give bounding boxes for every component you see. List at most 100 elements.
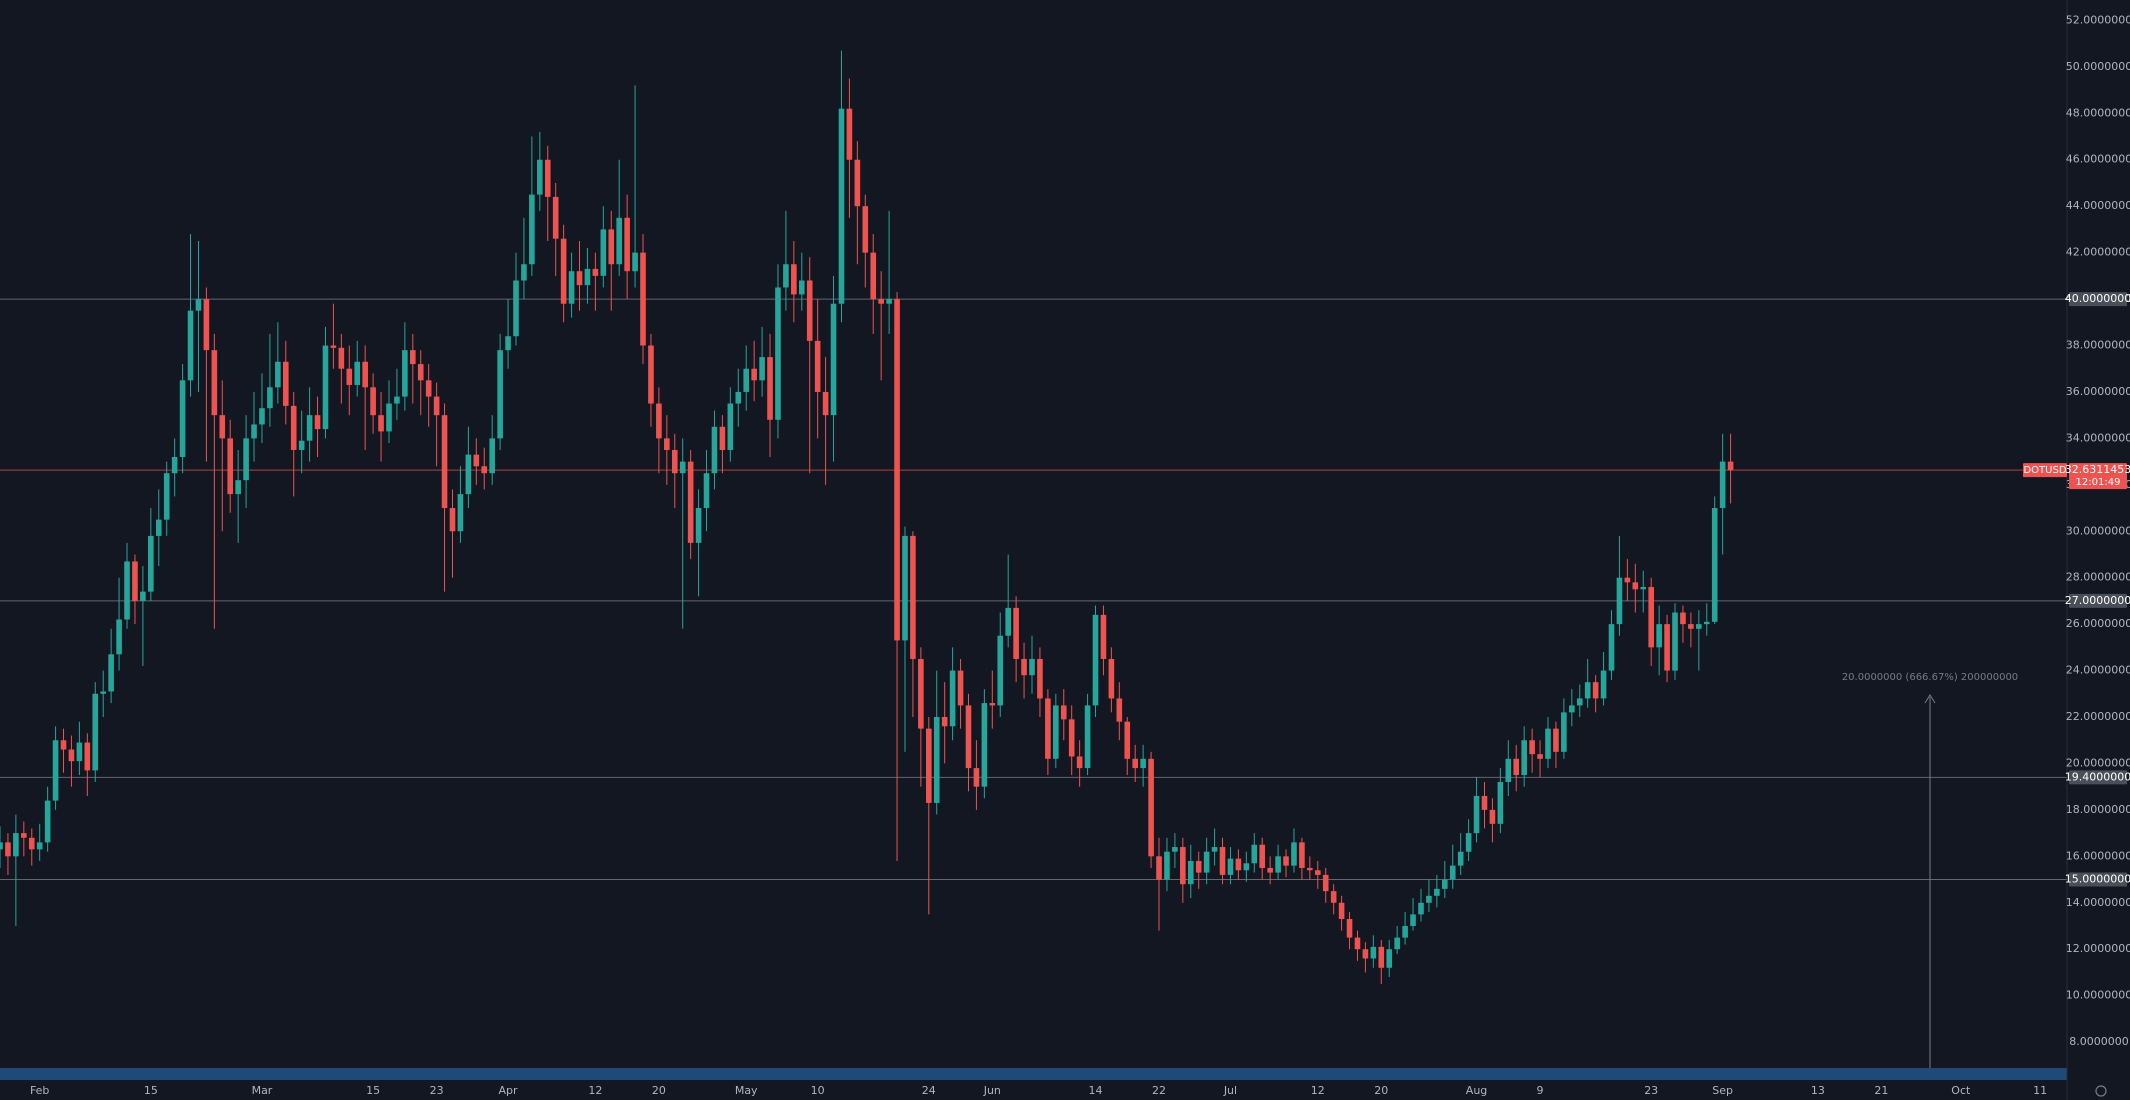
candle-body: [1227, 858, 1234, 875]
candle-body: [1346, 919, 1353, 938]
x-tick-label: 11: [2033, 1084, 2047, 1097]
candle-body: [632, 252, 638, 272]
x-tick-label: 15: [366, 1084, 380, 1097]
candle-body: [394, 396, 400, 404]
candle-body: [926, 728, 932, 803]
candle-body: [560, 238, 567, 304]
candle-body: [918, 658, 924, 729]
candle-body: [1084, 705, 1091, 769]
y-tick-label: 44.0000000: [2066, 199, 2130, 212]
level-label-box: [2069, 292, 2127, 307]
x-tick-label: 9: [1537, 1084, 1544, 1097]
candle-body: [1600, 670, 1607, 699]
candle-body: [417, 364, 424, 381]
candle-body: [981, 703, 988, 787]
candle-body: [1291, 842, 1297, 866]
candle-body: [886, 299, 892, 304]
candle-body: [1426, 895, 1432, 903]
candle-body: [775, 287, 781, 420]
candle-body: [1187, 860, 1194, 885]
candle-body: [910, 535, 916, 659]
candle-body: [338, 347, 345, 369]
y-tick-label: 50.0000000: [2066, 60, 2130, 73]
candle-body: [5, 842, 11, 857]
price-box: [2069, 463, 2127, 490]
candle-body: [1203, 851, 1210, 873]
candle-body: [21, 833, 27, 838]
y-tick-label: 24.0000000: [2066, 664, 2130, 677]
candle-body: [76, 742, 83, 762]
candle-body: [521, 264, 527, 281]
candle-body: [989, 703, 996, 706]
candle-body: [870, 252, 877, 300]
candle-body: [1656, 624, 1662, 648]
x-tick-label: 22: [1152, 1084, 1166, 1097]
candle-body: [1434, 888, 1440, 896]
y-tick-label: 28.0000000: [2066, 571, 2130, 584]
candle-body: [410, 350, 416, 365]
y-tick-label: 22.0000000: [2066, 710, 2130, 723]
candle-body: [1616, 577, 1623, 625]
candle-body: [719, 426, 726, 450]
candle-body: [727, 403, 734, 450]
candle-body: [1092, 614, 1099, 706]
price-axis: Feb 15 Mar 15 23 Apr 12 20 May 10 24 Jun 14 22 Jul 12 20…: [30, 13, 2130, 1097]
candle-body: [941, 717, 948, 727]
candle-body: [1060, 705, 1067, 720]
candle-body: [616, 217, 622, 265]
candle-body: [1640, 586, 1647, 590]
candle-body: [1314, 870, 1321, 875]
candle-body: [671, 449, 678, 474]
candle-body: [0, 842, 3, 850]
y-tick-label: 52.0000000: [2066, 13, 2130, 26]
candle-body: [957, 670, 964, 706]
y-tick-label: 10.0000000: [2066, 989, 2130, 1002]
candle-body: [44, 800, 51, 843]
candle-body: [1362, 949, 1369, 959]
settings-icon[interactable]: [2095, 1085, 2107, 1097]
candle-body: [124, 561, 130, 620]
candle-body: [1235, 858, 1242, 871]
candle-body: [1219, 847, 1226, 875]
y-tick-label: 26.0000000: [2066, 617, 2130, 630]
candle-body: [92, 693, 99, 771]
symbol-label: DOTUSD: [2023, 465, 2066, 476]
candle-body: [648, 345, 654, 404]
candle-body: [862, 206, 869, 253]
candle-body: [322, 345, 329, 430]
candle-body: [449, 508, 456, 532]
candle-body: [481, 466, 488, 474]
candle-body: [767, 357, 773, 420]
symbol-box: [2023, 463, 2067, 478]
candle-body: [1283, 856, 1289, 866]
candle-body: [624, 217, 630, 272]
candle-body: [275, 361, 281, 388]
candle-body: [171, 456, 178, 474]
candle-body: [60, 740, 67, 750]
candle-body: [402, 350, 408, 397]
candle-body: [600, 229, 607, 276]
y-tick-label: 30.0000000: [2066, 524, 2130, 537]
level-label: 27.0000000: [2065, 594, 2130, 607]
scroll-strip: [0, 1068, 2067, 1080]
level-label-box: [2069, 872, 2127, 887]
measure-arrow: [1924, 694, 1936, 704]
candle-body: [703, 473, 710, 509]
x-tick-label: 13: [1811, 1084, 1825, 1097]
candle-body: [1473, 795, 1480, 834]
candle-body: [608, 229, 615, 265]
candle-body: [219, 415, 226, 439]
candle-body: [1068, 719, 1075, 757]
candle-body: [537, 159, 543, 195]
candle-body: [195, 299, 202, 311]
candle-body: [1553, 728, 1559, 752]
candle-body: [656, 403, 662, 439]
candle-body: [878, 299, 884, 304]
candle-body: [1013, 607, 1019, 659]
candle-body: [235, 480, 241, 495]
x-tick-label: 12: [1311, 1084, 1325, 1097]
candle-body: [1545, 728, 1551, 759]
plot-area: [0, 50, 2067, 985]
y-tick-label: 34.0000000: [2066, 431, 2130, 444]
candle-body: [1664, 624, 1670, 671]
